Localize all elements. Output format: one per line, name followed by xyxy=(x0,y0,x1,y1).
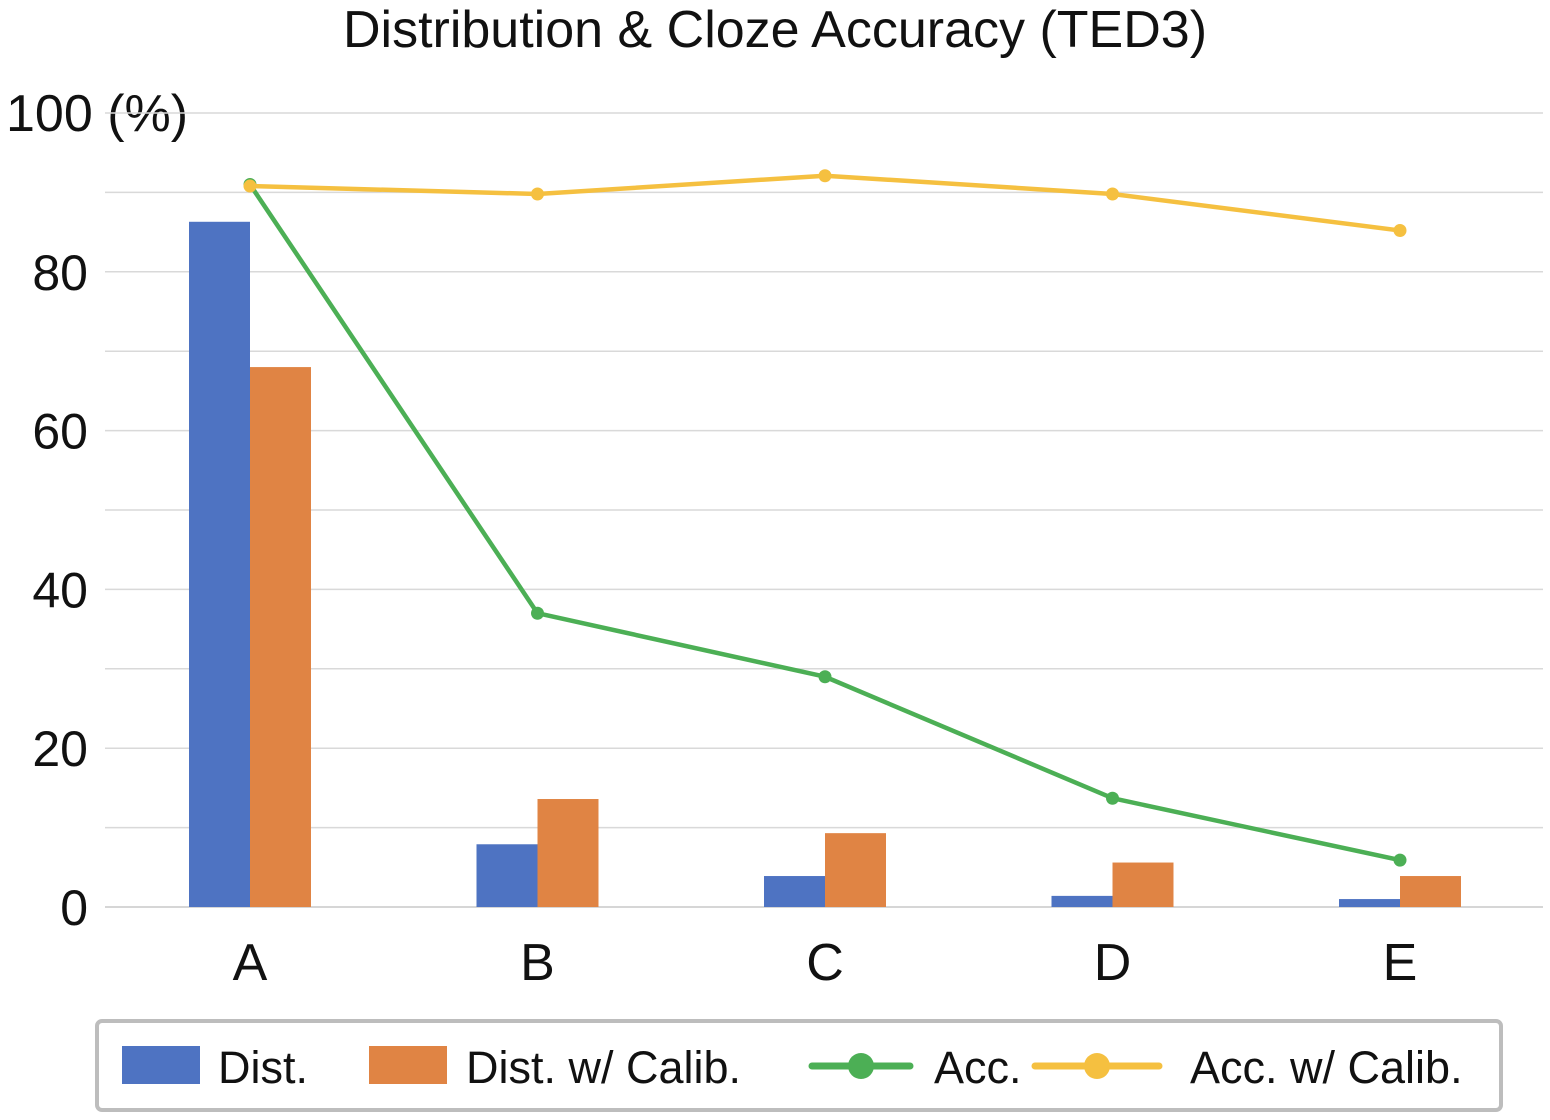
legend-marker xyxy=(1084,1053,1110,1079)
x-tick-label: E xyxy=(1383,934,1418,992)
legend-label: Dist. w/ Calib. xyxy=(466,1042,741,1093)
legend-label: Acc. xyxy=(934,1042,1022,1093)
bar-Dist. xyxy=(189,221,250,907)
legend-label: Acc. w/ Calib. xyxy=(1190,1042,1463,1093)
line-Acc. xyxy=(248,183,1401,863)
point-Acc. xyxy=(1106,791,1119,805)
x-tick-label: C xyxy=(806,934,844,992)
y-tick-label: 40 xyxy=(32,562,88,618)
x-tick-labels: A B C D E xyxy=(233,934,1418,992)
point-Acc. w/ Calib. xyxy=(1393,224,1407,238)
gridlines xyxy=(105,112,1543,908)
y-tick-labels: 0 20 40 60 80 xyxy=(32,245,88,936)
bar-Dist. xyxy=(1051,895,1113,907)
legend-swatch xyxy=(369,1046,447,1084)
bar-Dist. w/ Calib. xyxy=(1112,862,1174,907)
legend-label: Dist. xyxy=(218,1042,308,1093)
legend-marker xyxy=(848,1053,874,1079)
x-tick-label: A xyxy=(233,934,268,992)
y-tick-label: 80 xyxy=(32,245,88,301)
point-Acc. w/ Calib. xyxy=(243,179,257,193)
series-lines xyxy=(243,169,1407,867)
point-Acc. w/ Calib. xyxy=(818,169,832,183)
y-tick-label: 0 xyxy=(60,880,88,936)
x-tick-label: D xyxy=(1094,934,1132,992)
legend-swatch xyxy=(122,1046,200,1084)
y-tick-label: 60 xyxy=(32,404,88,460)
point-Acc. w/ Calib. xyxy=(531,187,544,201)
bar-Dist. w/ Calib. xyxy=(537,799,599,907)
chart-title: Distribution & Cloze Accuracy (TED3) xyxy=(342,1,1208,59)
y-axis-label: 100 (%) xyxy=(6,85,189,143)
bar-Dist. w/ Calib. xyxy=(825,833,886,907)
bar-Dist. xyxy=(476,844,538,907)
bar-Dist. xyxy=(1339,899,1400,907)
bar-Dist. w/ Calib. xyxy=(1400,876,1461,907)
point-Acc. xyxy=(1393,853,1407,867)
legend-box xyxy=(95,1019,1503,1112)
x-tick-label: B xyxy=(520,934,555,992)
bars xyxy=(189,221,1461,908)
bar-Dist. w/ Calib. xyxy=(250,367,311,908)
point-Acc. xyxy=(818,670,832,684)
point-Acc. xyxy=(531,606,544,620)
line-Acc. w/ Calib. xyxy=(249,173,1401,233)
legend: Dist. Dist. w/ Calib. Acc. Acc. w/ Calib. xyxy=(95,1019,1503,1112)
point-Acc. w/ Calib. xyxy=(1106,187,1119,201)
bar-Dist. xyxy=(764,876,825,907)
y-tick-label: 20 xyxy=(32,721,88,777)
